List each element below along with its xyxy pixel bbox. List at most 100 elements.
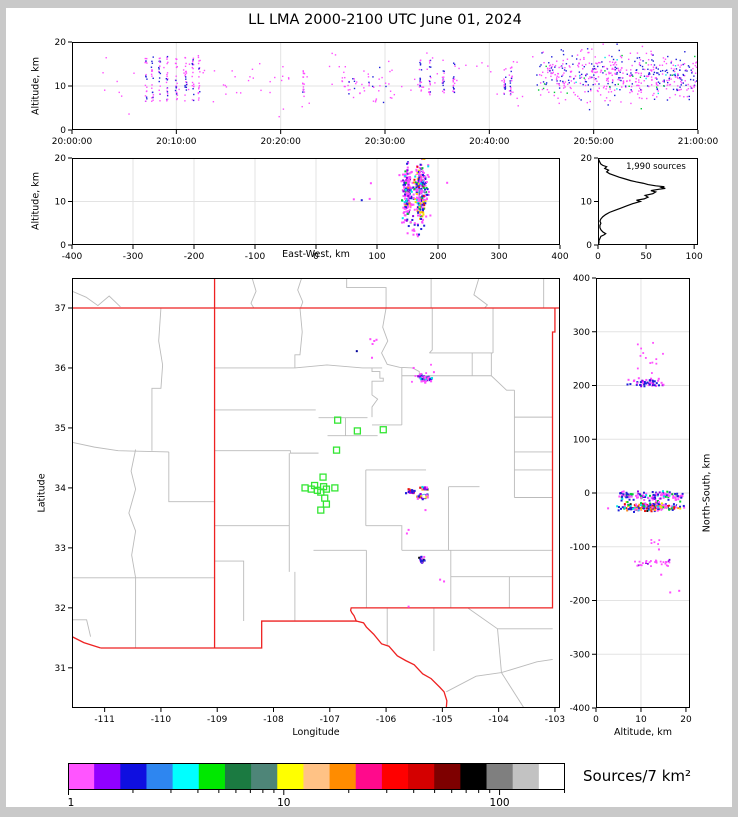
source-points — [355, 338, 446, 608]
svg-text:10: 10 — [55, 198, 67, 208]
xlabel-altitude-ns: Altitude, km — [614, 727, 672, 738]
svg-text:1: 1 — [68, 797, 75, 809]
svg-text:0: 0 — [586, 241, 592, 251]
svg-text:-109: -109 — [207, 715, 228, 725]
tick-layer: 0 50 100 0 10 20 — [581, 154, 703, 262]
data-layer — [607, 341, 686, 594]
svg-text:20:40:00: 20:40:00 — [469, 137, 510, 147]
svg-text:36: 36 — [55, 364, 67, 374]
svg-text:37: 37 — [55, 304, 66, 314]
svg-text:300: 300 — [490, 252, 507, 262]
svg-text:-104: -104 — [488, 715, 509, 725]
colorbar-segments — [68, 763, 566, 790]
svg-text:10: 10 — [55, 82, 67, 92]
svg-text:20:20:00: 20:20:00 — [260, 137, 301, 147]
altitude-histogram-line — [598, 158, 666, 245]
colorbar: 1 10 100 — [68, 763, 566, 809]
panel-frame — [596, 278, 690, 708]
county-borders — [72, 278, 553, 708]
svg-text:-106: -106 — [376, 715, 397, 725]
svg-text:0: 0 — [595, 252, 601, 262]
svg-text:-103: -103 — [545, 715, 565, 725]
figure-background — [6, 8, 732, 807]
tick-layer: -111 -110 -109 -108 -107 -106 -105 -104 -103 31 32… — [55, 304, 566, 725]
panel-frame — [598, 158, 698, 245]
lma-station-markers — [301, 416, 387, 514]
svg-text:-110: -110 — [151, 715, 172, 725]
svg-text:100: 100 — [573, 435, 590, 445]
xlabel-east-west: East-West, km — [282, 249, 350, 260]
data-layer — [72, 278, 560, 708]
source-points — [607, 341, 686, 594]
data-layer — [598, 158, 666, 245]
svg-text:-200: -200 — [570, 597, 591, 607]
svg-text:-105: -105 — [432, 715, 452, 725]
panel-frame — [72, 158, 560, 245]
colorbar-ticks: 1 10 100 — [68, 790, 566, 809]
ylabel-altitude-mid: Altitude, km — [30, 172, 42, 230]
panel-ew_height: -400 -300 -200 -100 0 100 200 300 400 0 10 20 — [55, 154, 569, 262]
svg-text:-107: -107 — [320, 715, 340, 725]
svg-text:0: 0 — [313, 252, 319, 262]
svg-text:20: 20 — [581, 154, 593, 164]
panel-map: -111 -110 -109 -108 -107 -106 -105 -104 -103 31 32… — [55, 278, 565, 725]
svg-text:-300: -300 — [123, 252, 144, 262]
panel-histogram: 1,990 sources 0 50 100 0 10 20 — [581, 154, 703, 262]
svg-text:20:00:00: 20:00:00 — [52, 137, 93, 147]
svg-text:20: 20 — [55, 154, 67, 164]
source-points — [352, 158, 449, 238]
svg-text:0: 0 — [584, 489, 590, 499]
tick-layer: 0 10 20 -400 -300 -200 -100 0 100 200 300 400 — [570, 274, 692, 725]
grid-layer — [72, 158, 560, 245]
source-count-annotation: 1,990 sources — [626, 162, 686, 172]
svg-text:-200: -200 — [184, 252, 205, 262]
svg-text:-108: -108 — [263, 715, 284, 725]
xlabel-longitude: Longitude — [292, 727, 340, 738]
svg-text:-100: -100 — [570, 543, 591, 553]
data-layer — [102, 43, 698, 118]
svg-text:33: 33 — [55, 544, 66, 554]
svg-text:50: 50 — [640, 252, 652, 262]
svg-text:-100: -100 — [245, 252, 266, 262]
svg-text:100: 100 — [368, 252, 385, 262]
svg-text:200: 200 — [573, 382, 590, 392]
svg-text:10: 10 — [581, 198, 593, 208]
panel-frame — [72, 278, 560, 708]
svg-text:0: 0 — [60, 241, 66, 251]
svg-text:-400: -400 — [62, 252, 83, 262]
data-layer — [352, 158, 449, 238]
tick-layer: -400 -300 -200 -100 0 100 200 300 400 0 10 20 — [55, 154, 569, 262]
svg-text:32: 32 — [55, 604, 66, 614]
svg-text:35: 35 — [55, 424, 66, 434]
state-borders — [72, 278, 560, 708]
svg-text:20: 20 — [680, 715, 692, 725]
svg-text:21:00:00: 21:00:00 — [678, 137, 719, 147]
svg-text:-400: -400 — [570, 704, 591, 714]
svg-text:-111: -111 — [94, 715, 114, 725]
tick-layer: 20:00:00 20:10:00 20:20:00 20:30:00 20:40:00… — [52, 38, 719, 147]
svg-text:31: 31 — [55, 664, 66, 674]
panel-frame — [72, 42, 698, 130]
svg-text:20: 20 — [55, 38, 67, 48]
svg-text:-300: -300 — [570, 650, 591, 660]
svg-text:0: 0 — [60, 126, 66, 136]
svg-text:20:50:00: 20:50:00 — [573, 137, 614, 147]
figure-title: LL LMA 2000-2100 UTC June 01, 2024 — [248, 12, 522, 28]
panel-ns_height: 0 10 20 -400 -300 -200 -100 0 100 200 300 400 — [570, 274, 692, 725]
svg-text:300: 300 — [573, 328, 590, 338]
svg-text:0: 0 — [593, 715, 599, 725]
ylabel-latitude: Latitude — [36, 473, 48, 513]
svg-text:34: 34 — [55, 484, 67, 494]
svg-text:200: 200 — [429, 252, 446, 262]
svg-text:20:30:00: 20:30:00 — [365, 137, 406, 147]
panel-time_height: 20:00:00 20:10:00 20:20:00 20:30:00 20:40:00… — [52, 38, 719, 147]
svg-text:10: 10 — [635, 715, 647, 725]
svg-text:20:10:00: 20:10:00 — [156, 137, 197, 147]
svg-text:100: 100 — [490, 797, 510, 809]
source-points — [102, 43, 698, 118]
svg-text:10: 10 — [277, 797, 290, 809]
colorbar-label: Sources/7 km² — [583, 767, 692, 785]
ylabel-altitude-top: Altitude, km — [30, 57, 42, 115]
ylabel-north-south: North-South, km — [701, 453, 713, 533]
